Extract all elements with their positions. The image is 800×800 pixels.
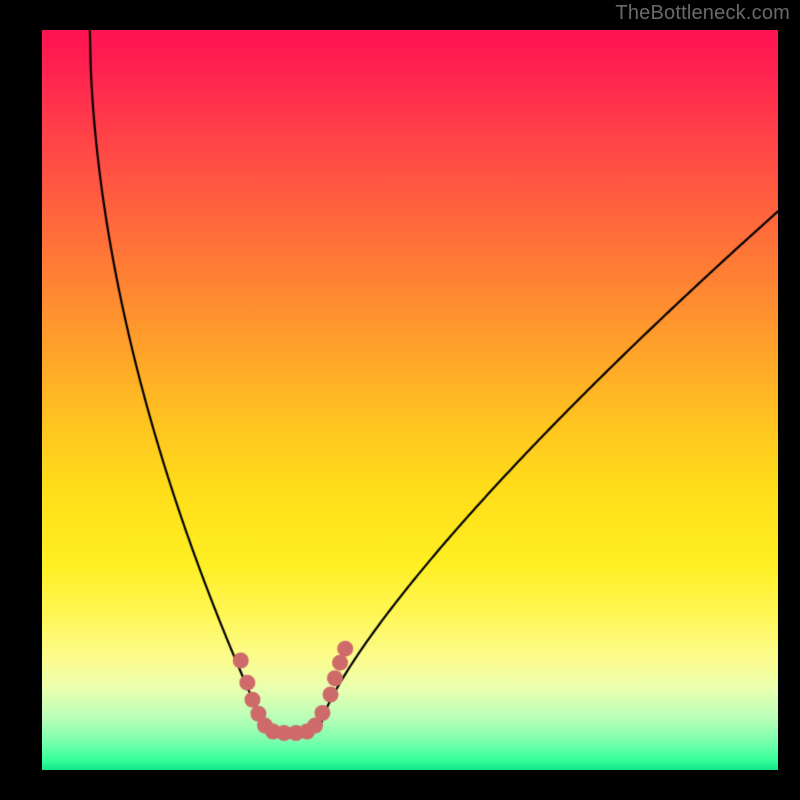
watermark-text: TheBottleneck.com: [615, 0, 800, 25]
bottleneck-curve-canvas: [42, 30, 778, 770]
figure-root: TheBottleneck.com: [0, 0, 800, 800]
plot-area: [42, 30, 778, 770]
